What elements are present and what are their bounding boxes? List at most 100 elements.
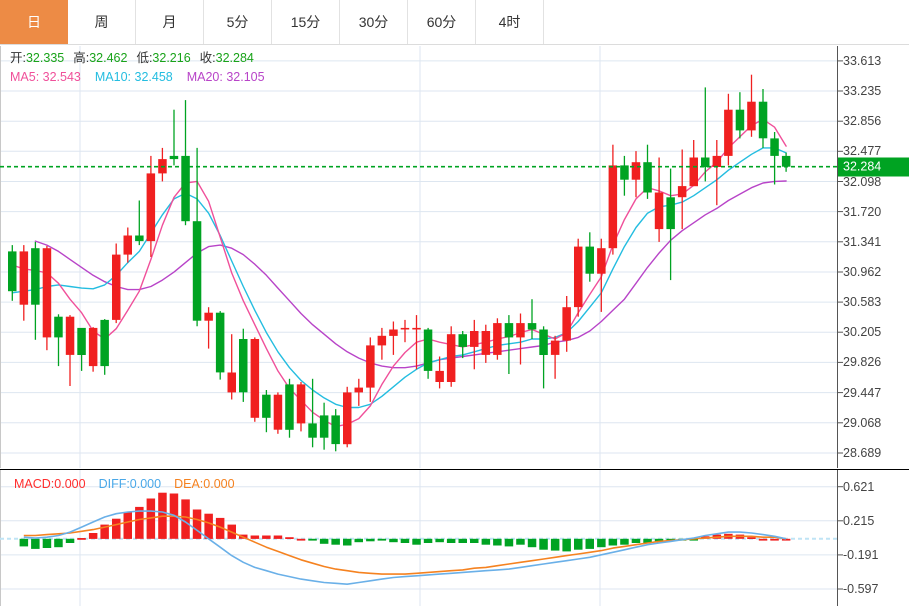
candle-body	[677, 186, 687, 198]
candle-body	[412, 327, 421, 330]
price-chart-svg[interactable]	[0, 46, 909, 469]
tab-3[interactable]: 5分	[204, 0, 272, 44]
candle-body	[631, 162, 641, 180]
candle-body	[550, 340, 560, 355]
macd-bar	[758, 538, 768, 541]
macd-axis-label: -0.191	[843, 547, 879, 562]
macd-bar	[585, 538, 594, 549]
macd-bar	[42, 538, 52, 548]
tab-label: 日	[27, 14, 41, 30]
candle-body	[308, 423, 317, 438]
macd-bar	[400, 538, 410, 543]
macd-bar	[412, 538, 421, 545]
macd-bar	[204, 513, 213, 539]
macd-bar	[296, 538, 306, 541]
price-axis-label: 29.447	[843, 385, 882, 400]
candle-body	[562, 307, 571, 341]
macd-axis-label: -0.597	[843, 581, 879, 596]
price-axis-label: 30.205	[843, 325, 882, 340]
price-axis-label: 29.826	[843, 355, 882, 370]
candle-body	[19, 251, 29, 305]
candle-body	[319, 415, 329, 438]
candle-body	[331, 415, 340, 445]
macd-bar	[343, 538, 352, 546]
candle-body	[504, 323, 514, 338]
candle-body	[608, 165, 618, 249]
candle-body	[689, 157, 698, 187]
macd-bar	[366, 538, 375, 542]
macd-axis-label: 0.621	[843, 479, 875, 494]
price-axis-label: 29.068	[843, 415, 882, 430]
macd-bar	[654, 538, 664, 543]
tab-7[interactable]: 4时	[476, 0, 544, 44]
candle-body	[435, 370, 444, 382]
tab-2[interactable]: 月	[136, 0, 204, 44]
macd-bar	[135, 506, 144, 539]
candle-body	[204, 312, 213, 321]
macd-bar	[770, 538, 779, 541]
candle-body	[781, 155, 791, 167]
price-axis-label: 32.098	[843, 174, 882, 189]
macd-bar	[123, 512, 132, 539]
price-axis-label: 33.235	[843, 83, 882, 98]
tab-label: 30分	[358, 14, 389, 30]
macd-bar	[54, 538, 63, 548]
macd-bar	[458, 538, 467, 543]
candle-body	[458, 334, 467, 347]
macd-bar	[631, 538, 641, 543]
candle-body	[54, 316, 63, 338]
candle-body	[377, 335, 387, 346]
macd-bar	[747, 537, 756, 539]
macd-bar	[608, 538, 618, 546]
candle-body	[666, 197, 675, 230]
macd-bar	[215, 517, 225, 539]
candle-body	[31, 248, 40, 305]
candle-body	[620, 165, 629, 180]
diff-line	[23, 510, 787, 585]
price-chart-pane[interactable]	[0, 46, 909, 469]
candle-body	[481, 331, 491, 355]
macd-chart-svg[interactable]	[0, 470, 909, 607]
candle-body	[135, 235, 144, 242]
macd-bar	[112, 518, 121, 539]
candle-body	[88, 327, 98, 367]
candle-body	[389, 329, 398, 336]
price-axis-label: 31.720	[843, 204, 882, 219]
macd-bar	[481, 538, 491, 545]
candle-body	[146, 173, 156, 242]
ma5-line	[11, 118, 787, 428]
macd-bar	[250, 535, 260, 539]
candle-body	[516, 323, 525, 338]
candle-body	[747, 101, 756, 131]
macd-bar	[435, 538, 444, 543]
macd-chart-pane[interactable]: MACD:0.000 DIFF:0.000 DEA:0.000	[0, 469, 909, 607]
candle-series	[8, 74, 791, 452]
tab-5[interactable]: 30分	[340, 0, 408, 44]
price-axis-label: 32.477	[843, 144, 882, 159]
candle-body	[343, 392, 352, 445]
candle-body	[597, 248, 606, 274]
candle-body	[574, 246, 583, 308]
candle-body	[65, 316, 75, 355]
macd-bar	[354, 538, 363, 543]
macd-bar	[77, 538, 86, 540]
candle-body	[539, 329, 548, 355]
price-axis-label: 30.962	[843, 264, 882, 279]
macd-bar	[423, 538, 433, 543]
macd-bar	[516, 538, 525, 545]
tab-label: 60分	[426, 14, 457, 30]
tab-4[interactable]: 15分	[272, 0, 340, 44]
candle-body	[527, 323, 537, 330]
tab-6[interactable]: 60分	[408, 0, 476, 44]
macd-bar	[285, 537, 294, 539]
candle-body	[654, 192, 664, 230]
tab-0[interactable]: 日	[0, 0, 68, 44]
candle-body	[470, 331, 479, 347]
candle-body	[112, 254, 121, 320]
macd-bar	[689, 538, 698, 541]
macd-bar	[643, 538, 652, 543]
candle-body	[400, 327, 410, 330]
tab-1[interactable]: 周	[68, 0, 136, 44]
timeframe-tabbar: 日 周 月 5分 15分 30分 60分 4时	[0, 0, 909, 45]
